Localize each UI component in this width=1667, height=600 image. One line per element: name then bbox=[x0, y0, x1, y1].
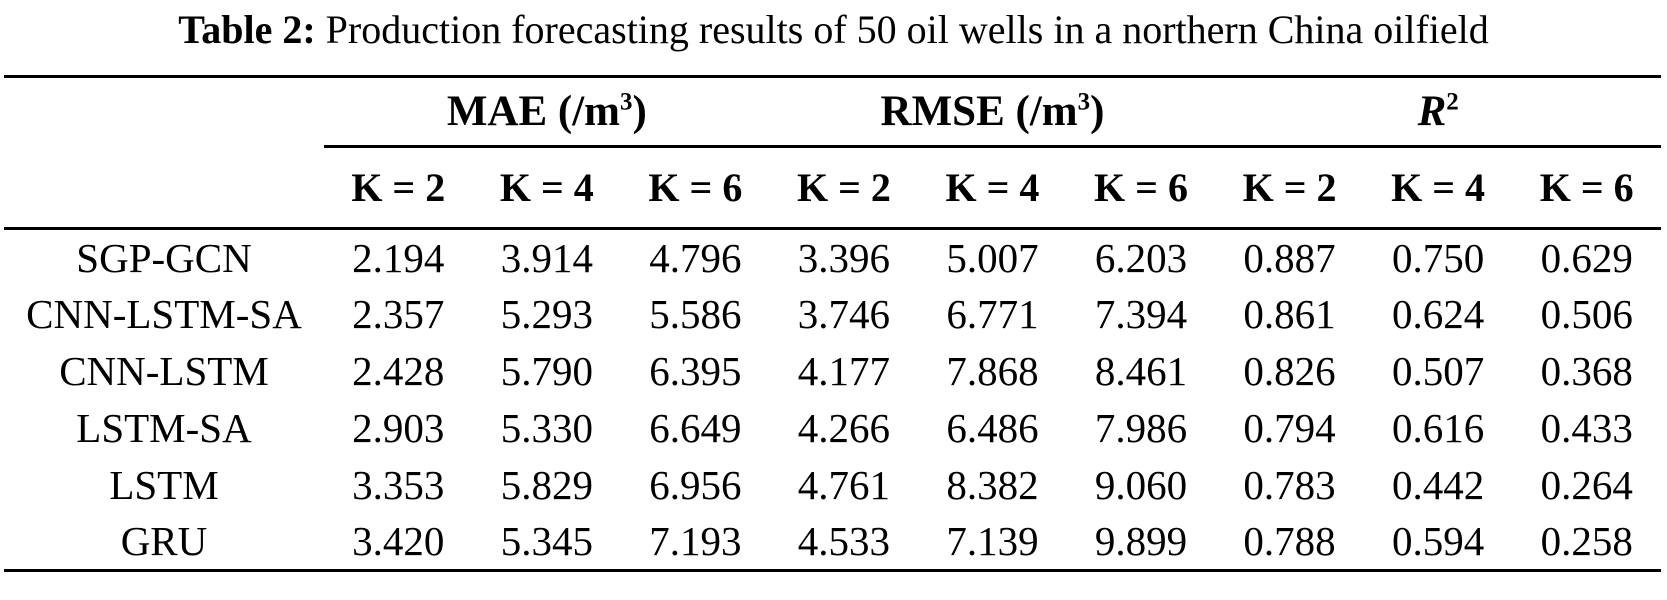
group-header-mae-sup: 3 bbox=[620, 88, 633, 116]
value-cell: 4.796 bbox=[649, 234, 742, 281]
subheader-rmse-k6: K = 6 bbox=[1066, 146, 1216, 230]
table-row: GRU 3.420 5.345 7.193 4.533 7.139 9.899 … bbox=[4, 514, 1661, 571]
subheader-r2-k6: K = 6 bbox=[1512, 146, 1661, 230]
subheader-mae-k4: K = 4 bbox=[472, 146, 622, 230]
group-header-r2: R2 bbox=[1215, 76, 1661, 148]
value-cell: 0.264 bbox=[1540, 462, 1633, 508]
group-header-mae-tail: ) bbox=[632, 88, 647, 135]
subheader-rmse-k2: K = 2 bbox=[769, 146, 919, 230]
table-caption-text: Production forecasting results of 50 oil… bbox=[315, 7, 1489, 52]
value-cell: 0.433 bbox=[1540, 405, 1633, 451]
value-cell: 3.353 bbox=[352, 462, 445, 508]
value-cell: 5.829 bbox=[500, 462, 593, 508]
value-cell: 7.193 bbox=[649, 518, 742, 565]
group-header-row: MAE (/m3) RMSE (/m3) R2 bbox=[4, 76, 1661, 230]
value-cell: 2.194 bbox=[352, 234, 445, 281]
subheader-row: K = 2 K = 4 K = 6 K = 2 K = 4 K = 6 K = … bbox=[4, 146, 1661, 230]
table-caption: Table 2: Production forecasting results … bbox=[0, 6, 1667, 54]
value-cell: 7.139 bbox=[946, 518, 1039, 565]
value-cell: 2.428 bbox=[352, 348, 445, 394]
value-cell: 0.794 bbox=[1243, 405, 1336, 451]
subheader-r2-k2: K = 2 bbox=[1215, 146, 1364, 230]
value-cell: 5.586 bbox=[649, 291, 742, 337]
group-header-r2-sup: 2 bbox=[1446, 88, 1459, 116]
model-cell: SGP-GCN bbox=[76, 234, 252, 281]
value-cell: 5.007 bbox=[946, 234, 1039, 281]
value-cell: 0.861 bbox=[1243, 291, 1336, 337]
value-cell: 0.783 bbox=[1243, 462, 1336, 508]
group-header-mae: MAE (/m3) bbox=[324, 76, 770, 148]
group-header-rmse-tail: ) bbox=[1090, 88, 1105, 135]
value-cell: 6.649 bbox=[649, 405, 742, 451]
model-cell: LSTM-SA bbox=[76, 405, 252, 451]
value-cell: 0.258 bbox=[1540, 518, 1633, 565]
value-cell: 3.914 bbox=[500, 234, 593, 281]
value-cell: 8.461 bbox=[1094, 348, 1188, 394]
value-cell: 6.771 bbox=[946, 291, 1039, 337]
corner-cell bbox=[4, 76, 324, 230]
group-header-rmse-sup: 3 bbox=[1077, 88, 1091, 116]
value-cell: 0.507 bbox=[1391, 348, 1485, 394]
value-cell: 4.533 bbox=[797, 518, 891, 565]
value-cell: 0.442 bbox=[1391, 462, 1485, 508]
value-cell: 4.177 bbox=[797, 348, 891, 394]
table-row: SGP-GCN 2.194 3.914 4.796 3.396 5.007 6.… bbox=[4, 229, 1661, 286]
value-cell: 0.506 bbox=[1540, 291, 1633, 337]
group-header-mae-base: MAE (/m bbox=[446, 88, 620, 135]
value-cell: 2.357 bbox=[352, 291, 445, 337]
value-cell: 0.826 bbox=[1243, 348, 1336, 394]
value-cell: 4.761 bbox=[797, 462, 891, 508]
value-cell: 3.746 bbox=[797, 291, 891, 337]
value-cell: 5.293 bbox=[500, 291, 593, 337]
value-cell: 5.345 bbox=[500, 518, 593, 565]
table-caption-label: Table 2: bbox=[178, 7, 316, 52]
table-row: LSTM-SA 2.903 5.330 6.649 4.266 6.486 7.… bbox=[4, 400, 1661, 457]
model-cell: GRU bbox=[120, 518, 208, 565]
subheader-r2-k4: K = 4 bbox=[1363, 146, 1513, 230]
value-cell: 6.956 bbox=[649, 462, 742, 508]
value-cell: 0.788 bbox=[1243, 518, 1336, 565]
value-cell: 6.203 bbox=[1094, 234, 1188, 281]
value-cell: 5.790 bbox=[500, 348, 593, 394]
model-cell: LSTM bbox=[109, 462, 219, 508]
value-cell: 3.420 bbox=[352, 518, 445, 565]
value-cell: 4.266 bbox=[797, 405, 891, 451]
value-cell: 7.394 bbox=[1094, 291, 1188, 337]
subheader-mae-k2: K = 2 bbox=[324, 146, 473, 230]
value-cell: 5.330 bbox=[500, 405, 593, 451]
value-cell: 0.629 bbox=[1540, 234, 1633, 281]
value-cell: 9.060 bbox=[1094, 462, 1188, 508]
value-cell: 0.624 bbox=[1391, 291, 1485, 337]
value-cell: 0.887 bbox=[1243, 234, 1336, 281]
group-header-rmse: RMSE (/m3) bbox=[769, 76, 1216, 148]
value-cell: 9.899 bbox=[1094, 518, 1188, 565]
subheader-mae-k6: K = 6 bbox=[621, 146, 770, 230]
value-cell: 8.382 bbox=[946, 462, 1039, 508]
group-header-rmse-base: RMSE (/m bbox=[880, 88, 1078, 135]
subheader-rmse-k4: K = 4 bbox=[918, 146, 1067, 230]
value-cell: 0.368 bbox=[1540, 348, 1633, 394]
value-cell: 0.616 bbox=[1391, 405, 1485, 451]
value-cell: 6.395 bbox=[649, 348, 742, 394]
value-cell: 6.486 bbox=[946, 405, 1039, 451]
value-cell: 3.396 bbox=[797, 234, 891, 281]
table-row: CNN-LSTM-SA 2.357 5.293 5.586 3.746 6.77… bbox=[4, 286, 1661, 343]
model-cell: CNN-LSTM bbox=[59, 348, 269, 394]
table-row: LSTM 3.353 5.829 6.956 4.761 8.382 9.060… bbox=[4, 457, 1661, 514]
value-cell: 0.594 bbox=[1391, 518, 1485, 565]
results-table: MAE (/m3) RMSE (/m3) R2 K = 2 K = 4 K = … bbox=[4, 75, 1661, 572]
page: Table 2: Production forecasting results … bbox=[0, 6, 1667, 600]
value-cell: 7.868 bbox=[946, 348, 1039, 394]
model-cell: CNN-LSTM-SA bbox=[26, 291, 302, 337]
value-cell: 2.903 bbox=[352, 405, 445, 451]
value-cell: 0.750 bbox=[1391, 234, 1485, 281]
table-row: CNN-LSTM 2.428 5.790 6.395 4.177 7.868 8… bbox=[4, 343, 1661, 400]
value-cell: 7.986 bbox=[1094, 405, 1188, 451]
group-header-r2-base: R bbox=[1417, 88, 1447, 135]
